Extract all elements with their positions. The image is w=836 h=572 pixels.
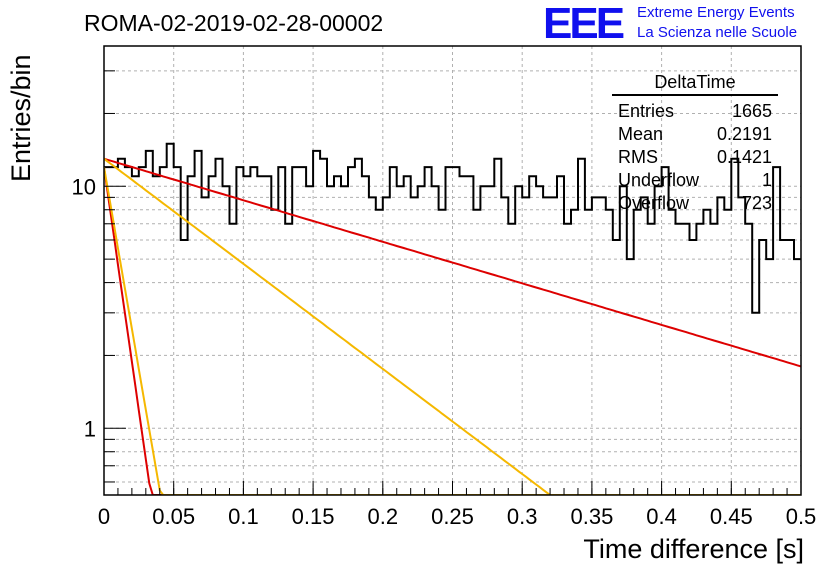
x-tick-label: 0.45	[710, 504, 753, 529]
stat-rms: RMS 0.1421	[612, 146, 778, 169]
y-axis-label: Entries/bin	[6, 54, 36, 182]
stat-value: 0.1421	[716, 147, 772, 167]
chart-title: ROMA-02-2019-02-28-00002	[84, 10, 384, 36]
histogram-series	[104, 142, 801, 314]
x-tick-label: 0.3	[507, 504, 538, 529]
x-tick-label: 0.4	[646, 504, 677, 529]
stats-box: DeltaTime Entries 1665 Mean 0.2191 RMS 0.14…	[612, 72, 778, 215]
stat-mean: Mean 0.2191	[612, 123, 778, 146]
stat-underflow: Underflow 1	[612, 169, 778, 192]
red-exponential-curve	[104, 157, 801, 368]
org-subtitle: La Scienza nelle Scuole	[637, 24, 798, 41]
stat-label: Mean	[618, 124, 664, 144]
stat-value: 1	[761, 170, 772, 190]
x-axis-label: Time difference [s]	[583, 534, 804, 564]
x-tick-label: 0.15	[292, 504, 335, 529]
org-name: Extreme Energy Events	[637, 4, 795, 21]
x-tick-label: 0.35	[570, 504, 613, 529]
stat-value: 723	[741, 193, 772, 213]
stat-value: 1665	[731, 101, 772, 121]
stat-label: Overflow	[618, 193, 690, 213]
x-tick-label: 0.05	[152, 504, 195, 529]
stat-entries: Entries 1665	[612, 100, 778, 123]
stat-value: 0.2191	[716, 124, 772, 144]
stat-label: RMS	[618, 147, 658, 167]
stat-label: Underflow	[618, 170, 700, 190]
x-tick-label: 0.5	[786, 504, 817, 529]
x-tick-label: 0.2	[368, 504, 399, 529]
stat-overflow: Overflow 723	[612, 192, 778, 215]
x-tick-label: 0.25	[431, 504, 474, 529]
stats-title: DeltaTime	[612, 72, 778, 96]
x-tick-label: 0.1	[228, 504, 259, 529]
stat-label: Entries	[618, 101, 675, 121]
x-tick-label: 0	[98, 504, 110, 529]
y-tick-label: 10	[72, 174, 96, 199]
orange-exponential-curve	[104, 157, 801, 495]
y-tick-label: 1	[84, 416, 96, 441]
eee-logo: EEE	[543, 0, 625, 48]
